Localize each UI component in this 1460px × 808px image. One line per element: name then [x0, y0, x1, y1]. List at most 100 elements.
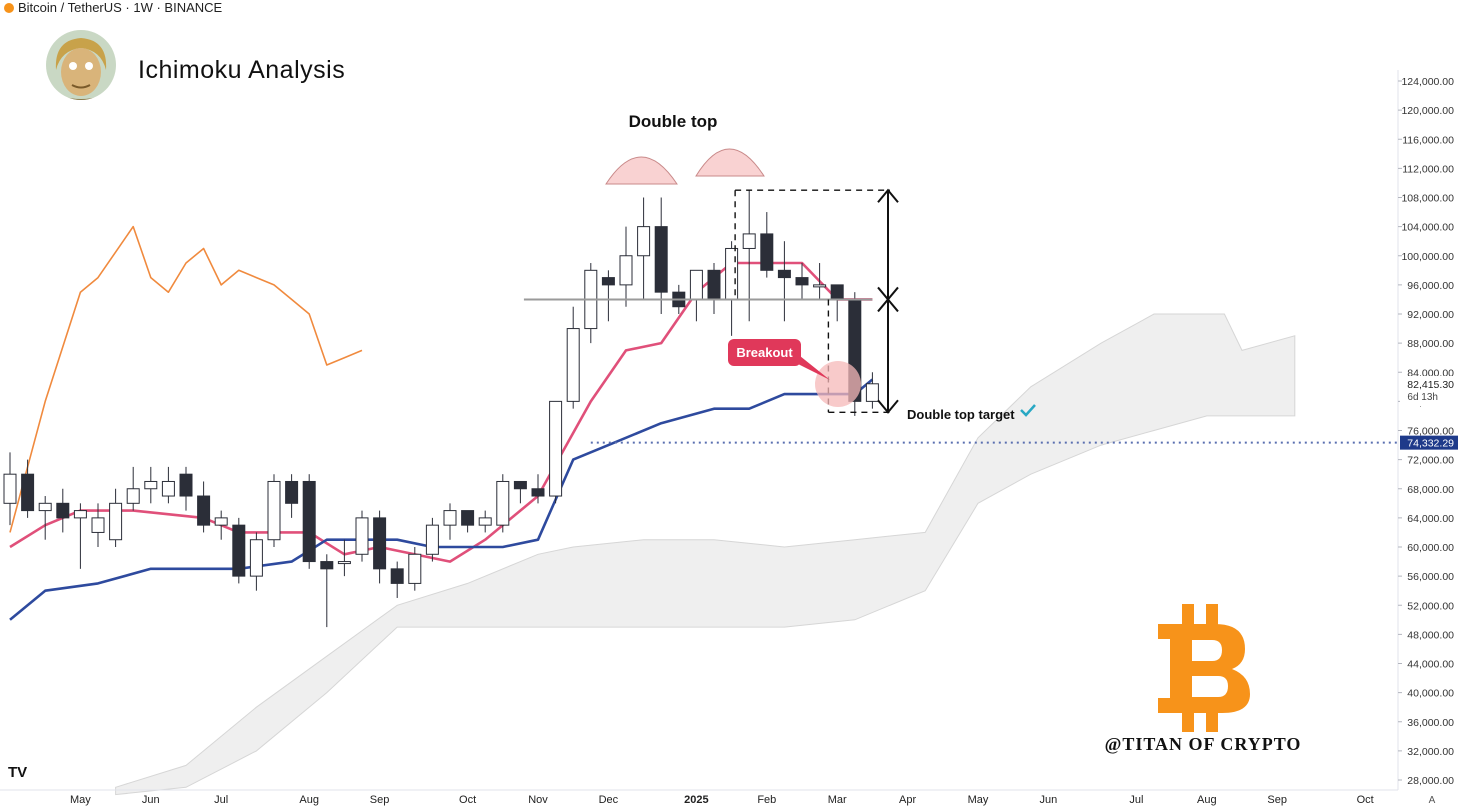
y-tick-label: 64,000.00 [1407, 513, 1454, 525]
candle[interactable] [3, 473, 17, 504]
level-price-badge[interactable] [1400, 435, 1458, 450]
candle[interactable] [21, 473, 35, 512]
candle[interactable] [73, 510, 87, 519]
candle[interactable] [161, 480, 175, 497]
x-tick-label: Aug [299, 794, 319, 806]
x-tick-label: Mar [828, 794, 847, 806]
y-tick-label: 44,000.00 [1407, 659, 1454, 671]
candle[interactable] [126, 488, 140, 504]
line-tenkan [9, 261, 873, 563]
y-tick-label: 92,000.00 [1407, 309, 1454, 321]
candle[interactable] [249, 539, 263, 577]
candle[interactable] [689, 269, 703, 300]
breakout-label: Breakout [736, 345, 793, 360]
bitcoin-logo [1158, 604, 1250, 732]
breakout-highlight [815, 361, 861, 407]
candle[interactable] [742, 233, 756, 249]
candle[interactable] [830, 284, 844, 300]
candle[interactable] [179, 473, 193, 497]
y-tick-label: 96,000.00 [1407, 280, 1454, 292]
symbol-header[interactable]: Bitcoin / TetherUS · 1W · BINANCE [4, 0, 222, 15]
candle[interactable] [373, 517, 387, 570]
candle[interactable] [637, 226, 651, 257]
candle[interactable] [56, 502, 70, 519]
breakout-badge[interactable] [728, 339, 801, 366]
candle[interactable] [496, 480, 510, 526]
double-top-label: Double top [629, 112, 718, 131]
candle[interactable] [355, 517, 369, 555]
y-tick-label: 104,000.00 [1401, 222, 1454, 234]
y-tick-label: 40,000.00 [1407, 688, 1454, 700]
btc-logo-b [1158, 624, 1250, 713]
candle[interactable] [320, 561, 334, 570]
candle[interactable] [390, 568, 404, 584]
avatar-portrait-icon [46, 30, 116, 100]
candle[interactable] [461, 510, 475, 526]
bitcoin-coin-icon [4, 2, 14, 13]
x-tick-label: Oct [1357, 794, 1374, 806]
x-tick-label: May [968, 794, 989, 806]
current-price-bg [1400, 376, 1458, 406]
candle[interactable] [425, 524, 439, 555]
candle[interactable] [443, 510, 457, 526]
candle[interactable] [777, 269, 791, 279]
y-tick-label: 60,000.00 [1407, 542, 1454, 554]
candle[interactable] [813, 284, 827, 288]
current-price-label: 82,415.30 [1407, 379, 1454, 391]
btc-logo-tick [1182, 604, 1194, 630]
candle[interactable] [109, 502, 123, 541]
y-tick-label: 76,000.00 [1407, 426, 1454, 438]
x-tick-label: Apr [899, 794, 916, 806]
candle[interactable] [267, 480, 281, 541]
candle[interactable] [214, 517, 228, 526]
candle[interactable] [619, 255, 633, 286]
target-label: Double top target [907, 407, 1015, 422]
candle[interactable] [38, 502, 52, 512]
candle[interactable] [513, 480, 527, 490]
candle[interactable] [654, 226, 668, 293]
x-tick-label: Oct [459, 794, 476, 806]
x-tick-label: Jun [1040, 794, 1058, 806]
candle[interactable] [601, 277, 615, 286]
tradingview-logo[interactable]: TV [8, 764, 28, 781]
y-tick-label: 72,000.00 [1407, 455, 1454, 467]
candle[interactable] [566, 328, 580, 402]
double-top-bump-1 [605, 156, 678, 185]
y-tick-label: 36,000.00 [1407, 717, 1454, 729]
candle[interactable] [337, 561, 351, 565]
double-top-bump-2 [695, 148, 765, 177]
x-tick-label: 2025 [684, 794, 708, 806]
checkmark-icon [1020, 404, 1036, 417]
candle[interactable] [408, 553, 422, 584]
y-tick-label: 108,000.00 [1401, 193, 1454, 205]
candle[interactable] [795, 277, 809, 286]
watermark-handle: @TITAN OF CRYPTO [1105, 734, 1302, 754]
y-tick-label: 112,000.00 [1402, 163, 1454, 175]
candle[interactable] [549, 400, 563, 497]
page-title: Ichimoku Analysis [138, 56, 346, 84]
candle[interactable] [865, 383, 879, 402]
countdown-label: 6d 13h [1407, 392, 1438, 403]
auto-scale-button[interactable]: A [1429, 795, 1436, 806]
candle[interactable] [91, 517, 105, 533]
y-tick-label: 68,000.00 [1407, 484, 1454, 496]
y-tick-label: 124,000.00 [1401, 76, 1454, 88]
candle[interactable] [197, 495, 211, 526]
candle[interactable] [302, 480, 316, 563]
y-tick-label: 100,000.00 [1401, 251, 1454, 263]
x-tick-label: May [70, 794, 91, 806]
candle[interactable] [232, 524, 246, 577]
y-tick-label: 48,000.00 [1407, 629, 1454, 641]
candle[interactable] [478, 517, 492, 526]
y-tick-label: 120,000.00 [1401, 105, 1454, 117]
candle[interactable] [285, 480, 299, 504]
candle[interactable] [531, 488, 545, 497]
candle[interactable] [144, 480, 158, 490]
x-tick-label: Feb [757, 794, 776, 806]
candle[interactable] [760, 233, 774, 271]
candle[interactable] [707, 269, 721, 300]
x-tick-label: Jul [1129, 794, 1143, 806]
x-tick-label: Jul [214, 794, 228, 806]
y-tick-label: 52,000.00 [1407, 600, 1454, 612]
